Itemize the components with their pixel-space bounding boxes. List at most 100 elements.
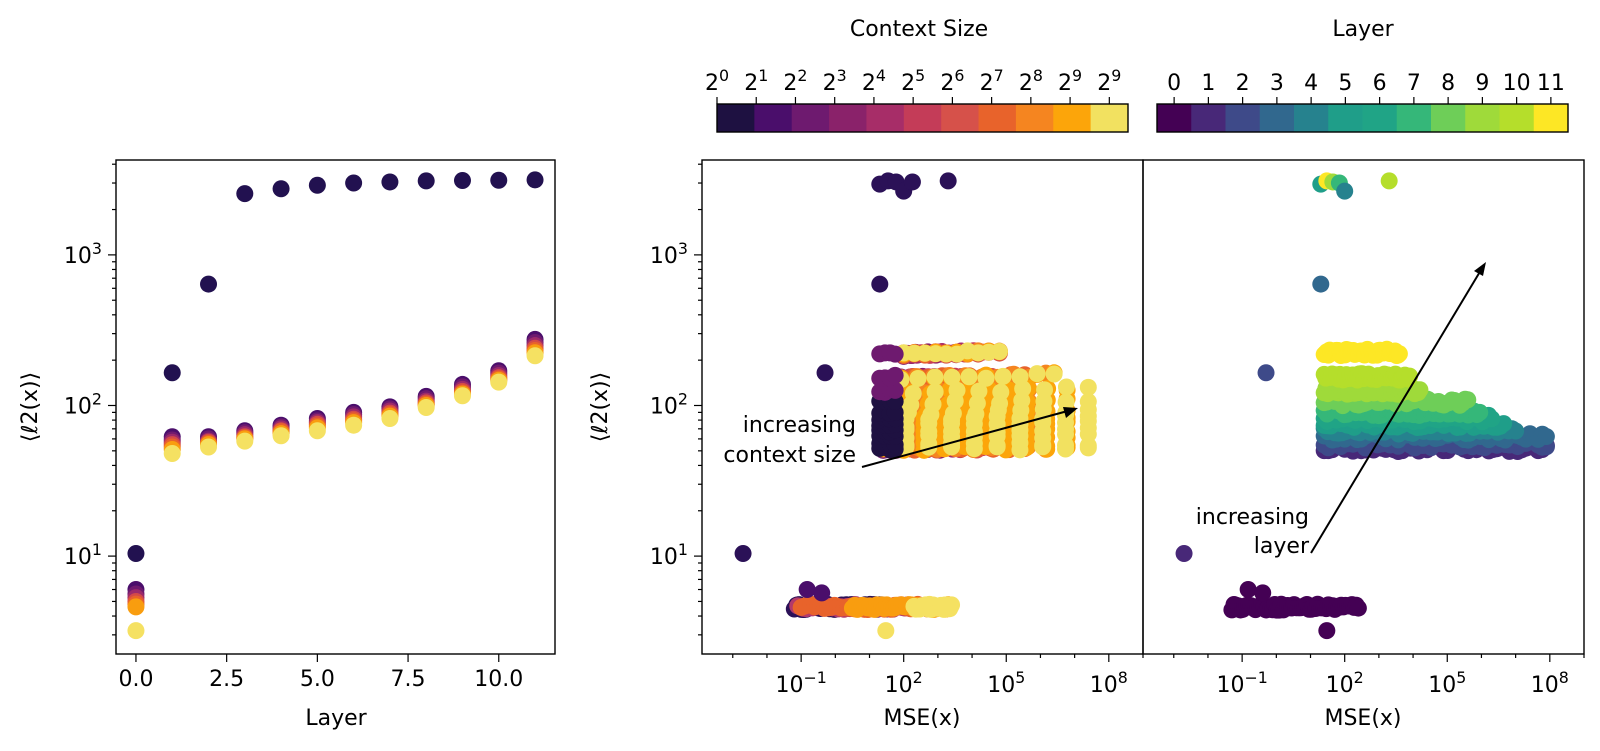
colorbar-1-tick-label: 2	[1236, 71, 1250, 96]
panel-2-xtick-label: 10−1	[775, 668, 826, 698]
panel-2-point	[909, 369, 927, 387]
panel-3-point	[1471, 403, 1489, 421]
panel-2-point	[948, 381, 966, 399]
panel-2-xtick-label: 108	[1090, 668, 1128, 698]
axis-ticks: 101 102 103 101 102 103 0.0 2.5 5.0 7.5 10.0 10−1 10…	[64, 163, 1585, 698]
panel-1-ytick-label: 103	[64, 239, 102, 269]
panel-3-point	[1411, 381, 1429, 399]
colorbar-0-tick-label: 24	[862, 66, 886, 96]
panel-2-point	[926, 383, 944, 401]
panel-1-ylabel: ⟨ℓ2(x)⟩	[18, 372, 43, 442]
panel-1-xlabel: Layer	[305, 706, 367, 731]
panel-2-point	[992, 383, 1010, 401]
panel-2-point	[943, 368, 961, 386]
panel-2-point	[871, 275, 889, 293]
panel-3-frame	[1142, 159, 1585, 655]
panel-1-point	[453, 171, 471, 189]
panel-2-ytick-label: 103	[650, 239, 688, 269]
colorbar-0-segment	[1053, 104, 1092, 132]
panel-3-point	[1239, 581, 1257, 599]
colorbar-0-segment	[866, 104, 905, 132]
panel-1-point	[345, 416, 363, 434]
panel-2-point	[994, 367, 1012, 385]
panel-3-xtick-label: 108	[1531, 668, 1569, 698]
panel-2-point	[1036, 381, 1054, 399]
panel-1-xtick-label: 7.5	[391, 667, 426, 692]
panel-2-point	[970, 382, 988, 400]
panel-1-point	[236, 432, 254, 450]
panel-2-point	[1045, 365, 1063, 383]
panel-1-point	[200, 438, 218, 456]
panel-2-arrow	[861, 408, 1076, 468]
panel-1-point	[417, 172, 435, 190]
colorbar-1-tick-label: 3	[1270, 71, 1284, 96]
panel-1-point	[526, 171, 544, 189]
panel-2-point	[960, 368, 978, 386]
panel-2-point	[1028, 365, 1046, 383]
panel-1-point	[200, 275, 218, 293]
panel-1-point	[308, 176, 326, 194]
colorbar-0-tick-label: 22	[783, 66, 807, 96]
colorbar-layer-title: Layer	[1332, 17, 1394, 42]
panel-3-point	[1390, 345, 1408, 363]
panel-1-point	[127, 622, 145, 640]
panel-3-xtick-label: 105	[1428, 668, 1466, 698]
colorbar-1-tick-label: 0	[1167, 71, 1181, 96]
colorbar-1-segment	[1294, 104, 1329, 132]
panel-2-point	[886, 366, 904, 384]
panel-3-annotation-line-1: increasing	[1196, 505, 1309, 530]
panel-3-arrowhead	[1474, 262, 1486, 276]
panel-2-point	[1011, 368, 1029, 386]
panel-1-point	[236, 185, 254, 203]
panel-1-point	[163, 364, 181, 382]
panel-2-point	[798, 581, 816, 599]
colorbar-1-tick-label: 8	[1441, 71, 1455, 96]
panel-1-point	[490, 373, 508, 391]
panel-1-point	[490, 171, 508, 189]
panel-2-ytick-label: 101	[650, 540, 688, 570]
panel-3-xlabel: MSE(x)	[1324, 706, 1401, 731]
colorbar-context-title: Context Size	[850, 17, 988, 42]
panel-3-point	[1312, 275, 1330, 293]
panel-2-annotation-line-1: increasing	[743, 413, 856, 438]
colorbar-1-tick-label: 4	[1304, 71, 1318, 96]
panel-3-arrow	[1310, 264, 1485, 554]
panel-3-annotation-line-2: layer	[1254, 534, 1310, 559]
panel-3-point	[1175, 545, 1193, 563]
panel-2-point	[886, 345, 904, 363]
colorbar-1-tick-label: 5	[1338, 71, 1352, 96]
colorbar-0-tick-label: 26	[940, 66, 964, 96]
panel-3-xtick-label: 102	[1326, 668, 1364, 698]
colorbar-1-segment	[1328, 104, 1363, 132]
panel-3-point	[1380, 172, 1398, 190]
colorbar-1-segment	[1157, 104, 1192, 132]
colorbar-0-segment	[754, 104, 793, 132]
colorbar-1-segment	[1499, 104, 1535, 132]
colorbar-1-segment	[1225, 104, 1261, 132]
colorbar-1-segment	[1396, 104, 1432, 132]
panel-1-points	[127, 171, 544, 640]
colorbar-1-tick-label: 7	[1407, 71, 1421, 96]
panel-1-xtick-label: 5.0	[300, 667, 335, 692]
panel-2-ytick-label: 102	[650, 389, 688, 419]
panel-1-ytick-label: 102	[64, 389, 102, 419]
panel-1-point	[127, 545, 145, 563]
panel-3-point	[1318, 622, 1336, 640]
colorbar-0-tick-label: 20	[705, 66, 729, 96]
colorbar-0-segment	[791, 104, 830, 132]
panel-2-annotation-line-2: context size	[723, 443, 856, 468]
colorbar-1-segment	[1431, 104, 1466, 132]
panel-3-point	[1349, 599, 1367, 617]
colorbar-1-segment	[1533, 104, 1569, 132]
panel-3-point	[1336, 182, 1354, 200]
colorbar-1-tick-label: 1	[1201, 71, 1215, 96]
colorbar-0-segment	[717, 104, 755, 132]
panel-2-point	[990, 343, 1008, 361]
colorbar-1-tick-label: 10	[1503, 71, 1531, 96]
panel-3-point	[1257, 364, 1275, 382]
panel-2-xtick-label: 102	[885, 668, 923, 698]
panel-1-xtick-label: 10.0	[474, 667, 523, 692]
panel-1-point	[453, 387, 471, 405]
colorbar-0-segment	[829, 104, 867, 132]
